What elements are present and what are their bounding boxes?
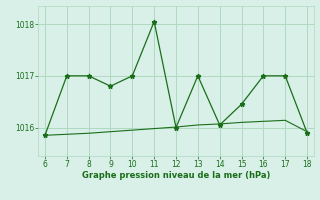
X-axis label: Graphe pression niveau de la mer (hPa): Graphe pression niveau de la mer (hPa) xyxy=(82,171,270,180)
